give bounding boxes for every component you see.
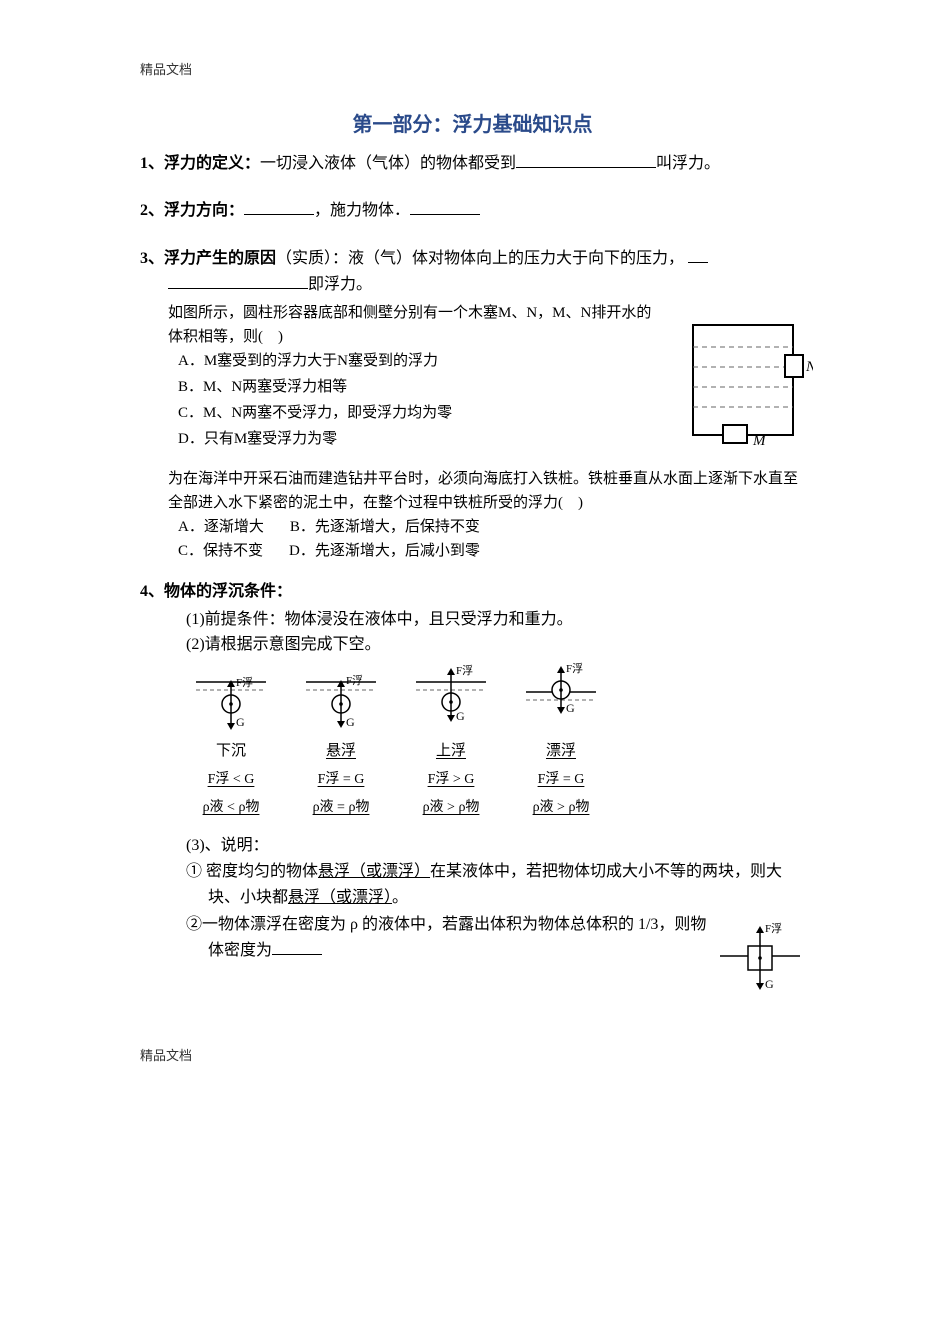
svg-text:G: G xyxy=(346,715,355,729)
section-4: 4、物体的浮沉条件： xyxy=(140,579,805,605)
n2-a: ②一物体漂浮在密度为 ρ 的液体中，若露出体积为物体总体积的 1/3，则物体密度… xyxy=(186,916,706,959)
svg-text:G: G xyxy=(566,701,575,715)
s4-n2: F浮 G ②一物体漂浮在密度为 ρ 的液体中，若露出体积为物体总体积的 1/3，… xyxy=(208,912,805,1006)
doc-footer: 精品文档 xyxy=(140,1046,805,1067)
s3-num: 3、 xyxy=(140,250,164,267)
relf-3: F浮 = G xyxy=(516,769,606,791)
relf-1: F浮 = G xyxy=(296,769,386,791)
blank xyxy=(516,152,656,168)
s2-label: 浮力方向： xyxy=(164,202,244,219)
section-3: 3、浮力产生的原因（实质）：液（气）体对物体向上的压力大于向下的压力， 即浮力。 xyxy=(140,246,805,297)
s4-c2: (2)请根据示意图完成下空。 xyxy=(186,632,805,658)
lbl-rise: 上浮 xyxy=(406,739,496,763)
float-rel-rho: ρ液 < ρ物 ρ液 = ρ物 ρ液 > ρ物 ρ液 > ρ物 xyxy=(186,795,805,819)
q2-opt-c: C．保持不变 xyxy=(178,539,263,563)
svg-text:G: G xyxy=(236,715,245,729)
svg-text:F浮: F浮 xyxy=(566,662,583,675)
diag-sink: F浮 G xyxy=(186,662,276,741)
s3-text-b: 即浮力。 xyxy=(308,276,372,293)
lbl-sink: 下沉 xyxy=(186,739,276,763)
question-2: 为在海洋中开采石油而建造钻井平台时，必须向海底打入铁桩。铁桩垂直从水面上逐渐下水… xyxy=(168,467,805,563)
blank xyxy=(244,199,314,215)
diag-rise: F浮 G xyxy=(406,662,496,741)
svg-text:F浮: F浮 xyxy=(346,674,363,687)
s4-c3: (3)、说明： xyxy=(186,833,805,859)
n1-c: 。 xyxy=(392,889,408,906)
lbl-suspend: 悬浮 xyxy=(296,739,386,763)
relr-3: ρ液 > ρ物 xyxy=(516,797,606,819)
float-labels: 下沉 悬浮 上浮 漂浮 xyxy=(186,739,805,763)
s2-num: 2、 xyxy=(140,202,164,219)
n1-u1: 悬浮（或漂浮） xyxy=(318,863,430,880)
diag-float: F浮 G xyxy=(516,662,606,741)
section-1: 1、浮力的定义：一切浸入液体（气体）的物体都受到 叫浮力。 xyxy=(140,151,805,177)
q2-opt-b: B．先逐渐增大，后保持不变 xyxy=(290,515,480,539)
lbl-float: 漂浮 xyxy=(516,739,606,763)
n1-a: ① 密度均匀的物体 xyxy=(186,863,318,880)
s4-label: 物体的浮沉条件： xyxy=(164,583,292,600)
n1-u2: 悬浮（或漂浮） xyxy=(288,889,392,906)
relr-2: ρ液 > ρ物 xyxy=(406,797,496,819)
s4-num: 4、 xyxy=(140,583,164,600)
q1-figure: N M xyxy=(683,317,813,447)
n2-figure: F浮 G xyxy=(715,916,805,1006)
relf-2: F浮 > G xyxy=(406,769,496,791)
q1-stem: 如图所示，圆柱形容器底部和侧壁分别有一个木塞M、N，M、N排开水的体积相等，则(… xyxy=(168,305,651,345)
svg-text:G: G xyxy=(765,977,774,991)
svg-text:M: M xyxy=(752,433,767,447)
s1-label: 浮力的定义： xyxy=(164,155,260,172)
q2-opt-d: D．先逐渐增大，后减小到零 xyxy=(289,539,480,563)
s2-text-a: ，施力物体． xyxy=(314,202,410,219)
relr-0: ρ液 < ρ物 xyxy=(186,797,276,819)
s1-text-a: 一切浸入液体（气体）的物体都受到 xyxy=(260,155,516,172)
svg-text:F浮: F浮 xyxy=(456,664,473,677)
float-diagrams: F浮 G F浮 G F浮 xyxy=(186,662,805,741)
page-title: 第一部分：浮力基础知识点 xyxy=(140,109,805,141)
relf-0: F浮 < G xyxy=(186,769,276,791)
question-1: 如图所示，圆柱形容器底部和侧壁分别有一个木塞M、N，M、N排开水的体积相等，则(… xyxy=(168,301,805,451)
svg-text:F浮: F浮 xyxy=(236,676,253,689)
blank xyxy=(272,939,322,955)
blank xyxy=(688,247,708,263)
s4-n1: ① 密度均匀的物体悬浮（或漂浮）在某液体中，若把物体切成大小不等的两块，则大块、… xyxy=(208,859,805,910)
s4-c1: (1)前提条件：物体浸没在液体中，且只受浮力和重力。 xyxy=(186,607,805,633)
blank xyxy=(410,199,480,215)
s4-notes: (3)、说明： ① 密度均匀的物体悬浮（或漂浮）在某液体中，若把物体切成大小不等… xyxy=(186,833,805,1006)
svg-text:N: N xyxy=(805,359,813,375)
s3-label: 浮力产生的原因 xyxy=(164,250,276,267)
s1-text-b: 叫浮力。 xyxy=(656,155,720,172)
blank xyxy=(168,273,308,289)
section-2: 2、浮力方向： ，施力物体． xyxy=(140,198,805,224)
svg-text:G: G xyxy=(456,709,465,723)
s3-paren: （实质）： xyxy=(276,250,348,267)
float-rel-force: F浮 < G F浮 = G F浮 > G F浮 = G xyxy=(186,767,805,791)
s1-num: 1、 xyxy=(140,155,164,172)
diag-suspend: F浮 G xyxy=(296,662,386,741)
q2-opt-a: A．逐渐增大 xyxy=(178,515,264,539)
q2-stem: 为在海洋中开采石油而建造钻井平台时，必须向海底打入铁桩。铁桩垂直从水面上逐渐下水… xyxy=(168,471,798,511)
s3-text-a: 液（气）体对物体向上的压力大于向下的压力， xyxy=(348,250,684,267)
svg-text:F浮: F浮 xyxy=(765,922,782,935)
doc-header: 精品文档 xyxy=(140,60,805,81)
relr-1: ρ液 = ρ物 xyxy=(296,797,386,819)
